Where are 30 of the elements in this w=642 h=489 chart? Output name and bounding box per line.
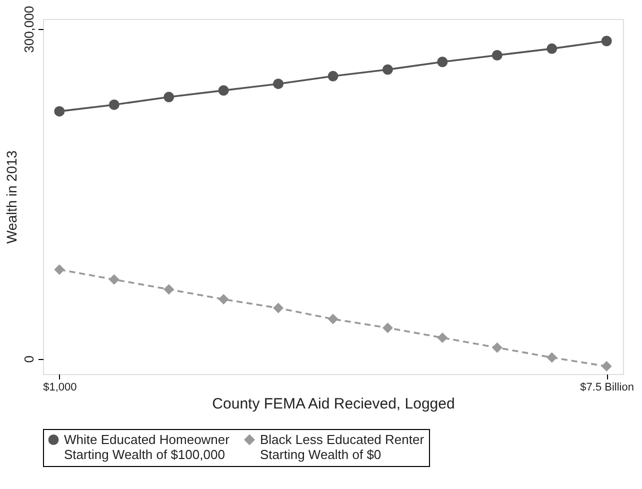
point <box>273 302 284 314</box>
point <box>54 106 65 117</box>
point <box>492 50 502 61</box>
point <box>164 92 174 102</box>
point <box>601 36 612 46</box>
point <box>382 322 393 334</box>
point <box>54 264 65 275</box>
point <box>546 352 558 363</box>
point <box>601 361 612 372</box>
x-tick-label: $1,000 <box>43 382 77 394</box>
x-tick-label: $7.5 Billion <box>580 382 634 394</box>
point <box>437 56 448 68</box>
point <box>382 64 393 75</box>
point <box>328 70 338 82</box>
point <box>273 78 284 90</box>
point <box>164 284 174 295</box>
legend-label: Black Less Educated Renter Starting Wealth of $0 <box>260 432 425 462</box>
point <box>108 99 120 110</box>
point <box>218 294 229 305</box>
point <box>546 43 558 54</box>
y-axis-title: Wealth in 2013 <box>4 150 20 244</box>
point <box>108 274 120 285</box>
legend-label: White Educated Homeowner Starting Wealth of $100,000 <box>64 432 230 462</box>
point <box>328 314 338 324</box>
point <box>492 342 502 353</box>
point <box>218 85 229 96</box>
y-tick-label: 300,000 <box>22 6 36 53</box>
point <box>437 332 448 343</box>
x-axis-title: County FEMA Aid Recieved, Logged <box>212 396 455 412</box>
y-tick-label: 0 <box>22 355 36 363</box>
